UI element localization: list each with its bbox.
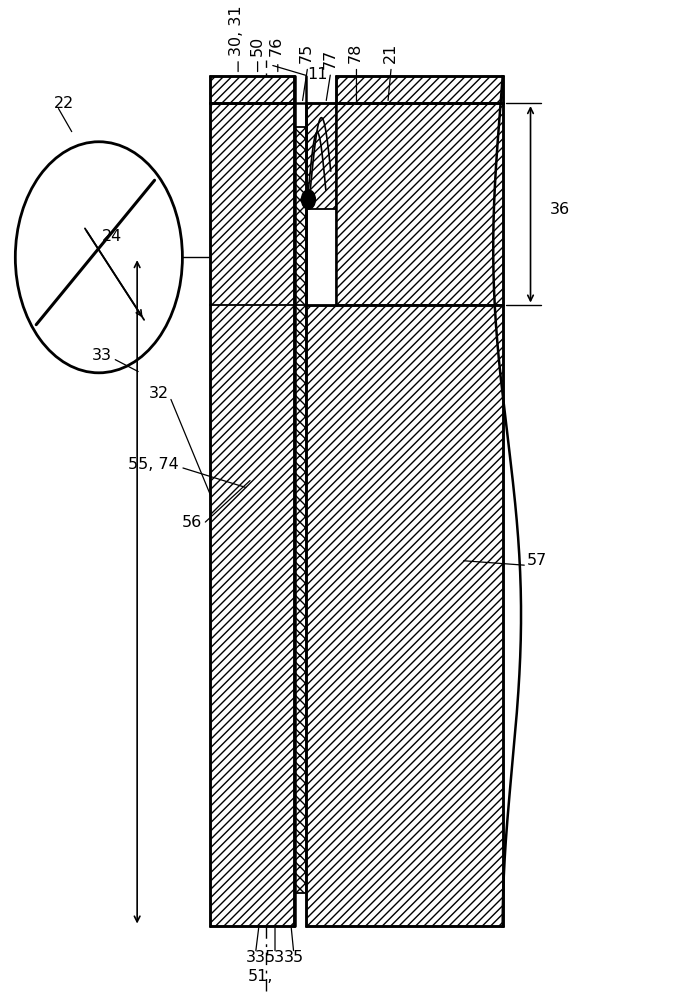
Circle shape	[301, 190, 315, 209]
Text: 24: 24	[102, 229, 122, 244]
Text: 55, 74: 55, 74	[128, 457, 179, 472]
Text: 78: 78	[347, 42, 363, 63]
Text: 35: 35	[284, 950, 304, 965]
Bar	[210, 103, 294, 926]
Bar	[306, 103, 336, 305]
Text: 36: 36	[550, 202, 570, 217]
Text: 76: 76	[269, 36, 284, 56]
Bar	[295, 127, 306, 893]
Text: 56: 56	[182, 515, 202, 530]
Text: 22: 22	[54, 96, 74, 111]
Text: 11: 11	[308, 67, 329, 82]
Text: 77: 77	[322, 48, 338, 69]
Bar	[336, 76, 503, 103]
Text: 33: 33	[245, 950, 266, 965]
Text: 50: 50	[250, 36, 265, 56]
Bar	[307, 209, 336, 305]
Bar	[210, 76, 294, 103]
Text: 30, 31: 30, 31	[229, 5, 244, 56]
Text: 75: 75	[299, 43, 314, 63]
Text: 57: 57	[527, 553, 547, 568]
Bar	[306, 305, 503, 926]
Text: 53: 53	[265, 950, 285, 965]
Text: 51,: 51,	[247, 969, 273, 984]
Text: 33: 33	[92, 348, 111, 363]
Text: 21: 21	[382, 42, 397, 63]
Bar	[336, 103, 503, 305]
Text: 32: 32	[148, 386, 168, 401]
